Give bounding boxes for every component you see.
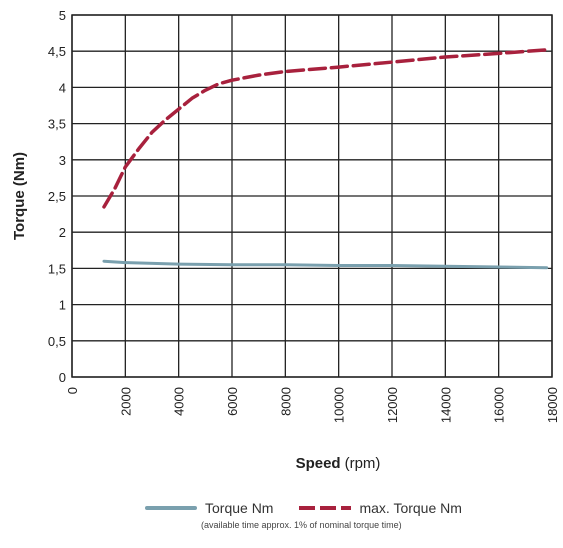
series-line-max-torque [102, 48, 549, 209]
legend-swatch-max-torque [299, 506, 352, 510]
legend: Torque Nm max. Torque Nm (available time… [145, 500, 555, 544]
legend-label-max-torque: max. Torque Nm [359, 500, 462, 516]
y-tick-label: 4,5 [48, 44, 66, 59]
x-tick-label: 16000 [492, 387, 507, 423]
series-line-torque [102, 259, 549, 270]
legend-swatch-torque [145, 506, 197, 510]
torque-speed-chart: 0 2000 4000 6000 8000 10000 12000 14000 16000 180… [11, 8, 560, 472]
legend-label-torque: Torque Nm [205, 500, 274, 516]
x-tick-label: 8000 [278, 387, 293, 416]
legend-item-torque: Torque Nm [145, 500, 273, 516]
x-axis-ticks: 0 2000 4000 6000 8000 10000 12000 14000 16000 180… [65, 387, 560, 423]
y-tick-label: 0 [59, 370, 66, 385]
y-tick-label: 4 [59, 80, 66, 95]
x-tick-label: 2000 [118, 387, 133, 416]
x-tick-label: 12000 [385, 387, 400, 423]
y-tick-label: 0,5 [48, 334, 66, 349]
x-tick-label: 18000 [545, 387, 560, 423]
x-tick-label: 0 [65, 387, 80, 394]
legend-note: (available time approx. 1% of nominal to… [201, 520, 402, 530]
series-lines [102, 48, 549, 270]
x-axis-title: Speed (rpm) [296, 455, 381, 472]
y-tick-label: 1 [59, 298, 66, 313]
y-tick-label: 3 [59, 153, 66, 168]
y-axis-ticks: 0 0,5 1 1,5 2 2,5 3 3,5 4 4,5 5 [48, 8, 66, 385]
y-tick-label: 1,5 [48, 261, 66, 276]
x-axis-title-unit: (rpm) [345, 455, 381, 472]
x-tick-label: 4000 [172, 387, 187, 416]
y-tick-label: 5 [59, 8, 66, 23]
grid [71, 14, 553, 378]
legend-row: Torque Nm max. Torque Nm [145, 500, 555, 516]
legend-item-max-torque: max. Torque Nm [299, 500, 462, 516]
x-tick-label: 14000 [438, 387, 453, 423]
y-axis-title: Torque (Nm) [11, 152, 28, 240]
y-tick-label: 2 [59, 225, 66, 240]
x-axis-title-text: Speed [296, 455, 341, 472]
y-tick-label: 2,5 [48, 189, 66, 204]
x-tick-label: 10000 [332, 387, 347, 423]
x-tick-label: 6000 [225, 387, 240, 416]
y-tick-label: 3,5 [48, 117, 66, 132]
